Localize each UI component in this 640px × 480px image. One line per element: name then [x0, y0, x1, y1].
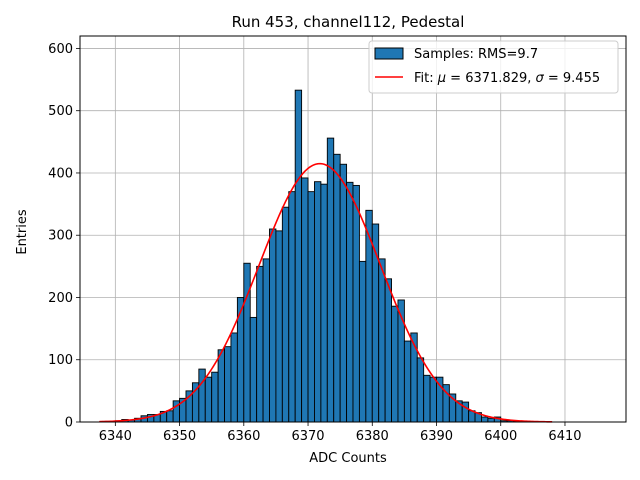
histogram-bar: [230, 332, 238, 423]
histogram-bar: [204, 376, 213, 423]
histogram-bar: [307, 191, 315, 423]
legend-sigma-symbol: σ: [536, 71, 545, 86]
x-tick-label: 6360: [227, 429, 260, 444]
legend-fit-label: Fit: μ = 6371.829, σ = 9.455: [414, 71, 600, 86]
y-tick-label: 300: [48, 229, 73, 244]
histogram-bar: [294, 89, 303, 423]
histogram-bar: [358, 260, 367, 423]
y-tick-label: 400: [48, 166, 73, 181]
histogram-bar: [217, 349, 225, 423]
histogram-bar: [288, 191, 296, 423]
x-tick-label: 6400: [484, 429, 517, 444]
histogram-bar: [429, 376, 437, 423]
histogram-bar: [224, 346, 232, 423]
histogram-bar: [198, 368, 206, 423]
histogram-bar: [378, 258, 386, 423]
histogram-bar: [481, 416, 489, 423]
histogram-bar: [326, 137, 335, 423]
chart-title: Run 453, channel112, Pedestal: [232, 13, 465, 31]
x-tick-label: 6350: [163, 429, 196, 444]
histogram-bar: [333, 153, 341, 423]
legend-sigma-value: = 9.455: [544, 71, 600, 86]
histogram-bar: [487, 417, 495, 423]
y-axis-label: Entries: [15, 209, 30, 255]
histogram-bar: [410, 332, 418, 423]
legend: Samples: RMS=9.7 Fit: μ = 6371.829, σ = …: [368, 40, 619, 94]
x-tick-label: 6380: [356, 429, 389, 444]
legend-box: [368, 40, 619, 94]
histogram-bar: [403, 340, 412, 423]
histogram-bar: [416, 357, 425, 423]
histogram-bar: [423, 374, 431, 423]
histogram-bar: [314, 181, 322, 423]
histogram-bar: [384, 278, 392, 423]
histogram-bar: [166, 410, 174, 423]
histogram-bar: [256, 265, 264, 423]
x-axis-ticks: 6340 6350 6360 6370 6380 6390 6400 6410: [99, 422, 582, 444]
x-tick-label: 6370: [291, 429, 324, 444]
legend-mu-symbol: μ: [437, 71, 446, 86]
x-tick-label: 6390: [420, 429, 453, 444]
y-axis-ticks: 0 100 200 300 400 500 600: [48, 42, 80, 431]
legend-mu-value: = 6371.829,: [446, 71, 535, 86]
x-tick-label: 6410: [548, 429, 581, 444]
y-tick-label: 200: [48, 291, 73, 306]
histogram-bar: [269, 228, 277, 423]
histogram-bar: [436, 376, 444, 423]
histogram-bar: [249, 316, 258, 423]
histogram-bar: [346, 181, 354, 423]
histogram-bar: [301, 177, 309, 423]
histogram-bar: [281, 206, 290, 423]
legend-histogram-label: Samples: RMS=9.7: [414, 47, 538, 62]
histogram-bar: [339, 163, 348, 423]
histogram-bars: [102, 89, 527, 423]
histogram-bar: [243, 262, 251, 423]
histogram-bar: [275, 230, 283, 423]
histogram-bar: [262, 258, 270, 423]
histogram-bar: [391, 305, 399, 423]
axes-frame: [79, 35, 627, 423]
y-tick-label: 0: [65, 416, 73, 431]
legend-histogram-swatch: [374, 47, 404, 60]
histogram-bar: [461, 401, 470, 423]
x-tick-label: 6340: [99, 429, 132, 444]
x-axis-label: ADC Counts: [309, 451, 387, 466]
histogram-bar: [352, 184, 360, 423]
y-tick-label: 600: [48, 42, 73, 57]
y-tick-label: 500: [48, 104, 73, 119]
histogram-bar: [211, 371, 219, 423]
fit-curve: [99, 162, 553, 423]
histogram-bar: [320, 183, 328, 423]
legend-fit-prefix: Fit:: [414, 71, 438, 86]
y-tick-label: 100: [48, 353, 73, 368]
